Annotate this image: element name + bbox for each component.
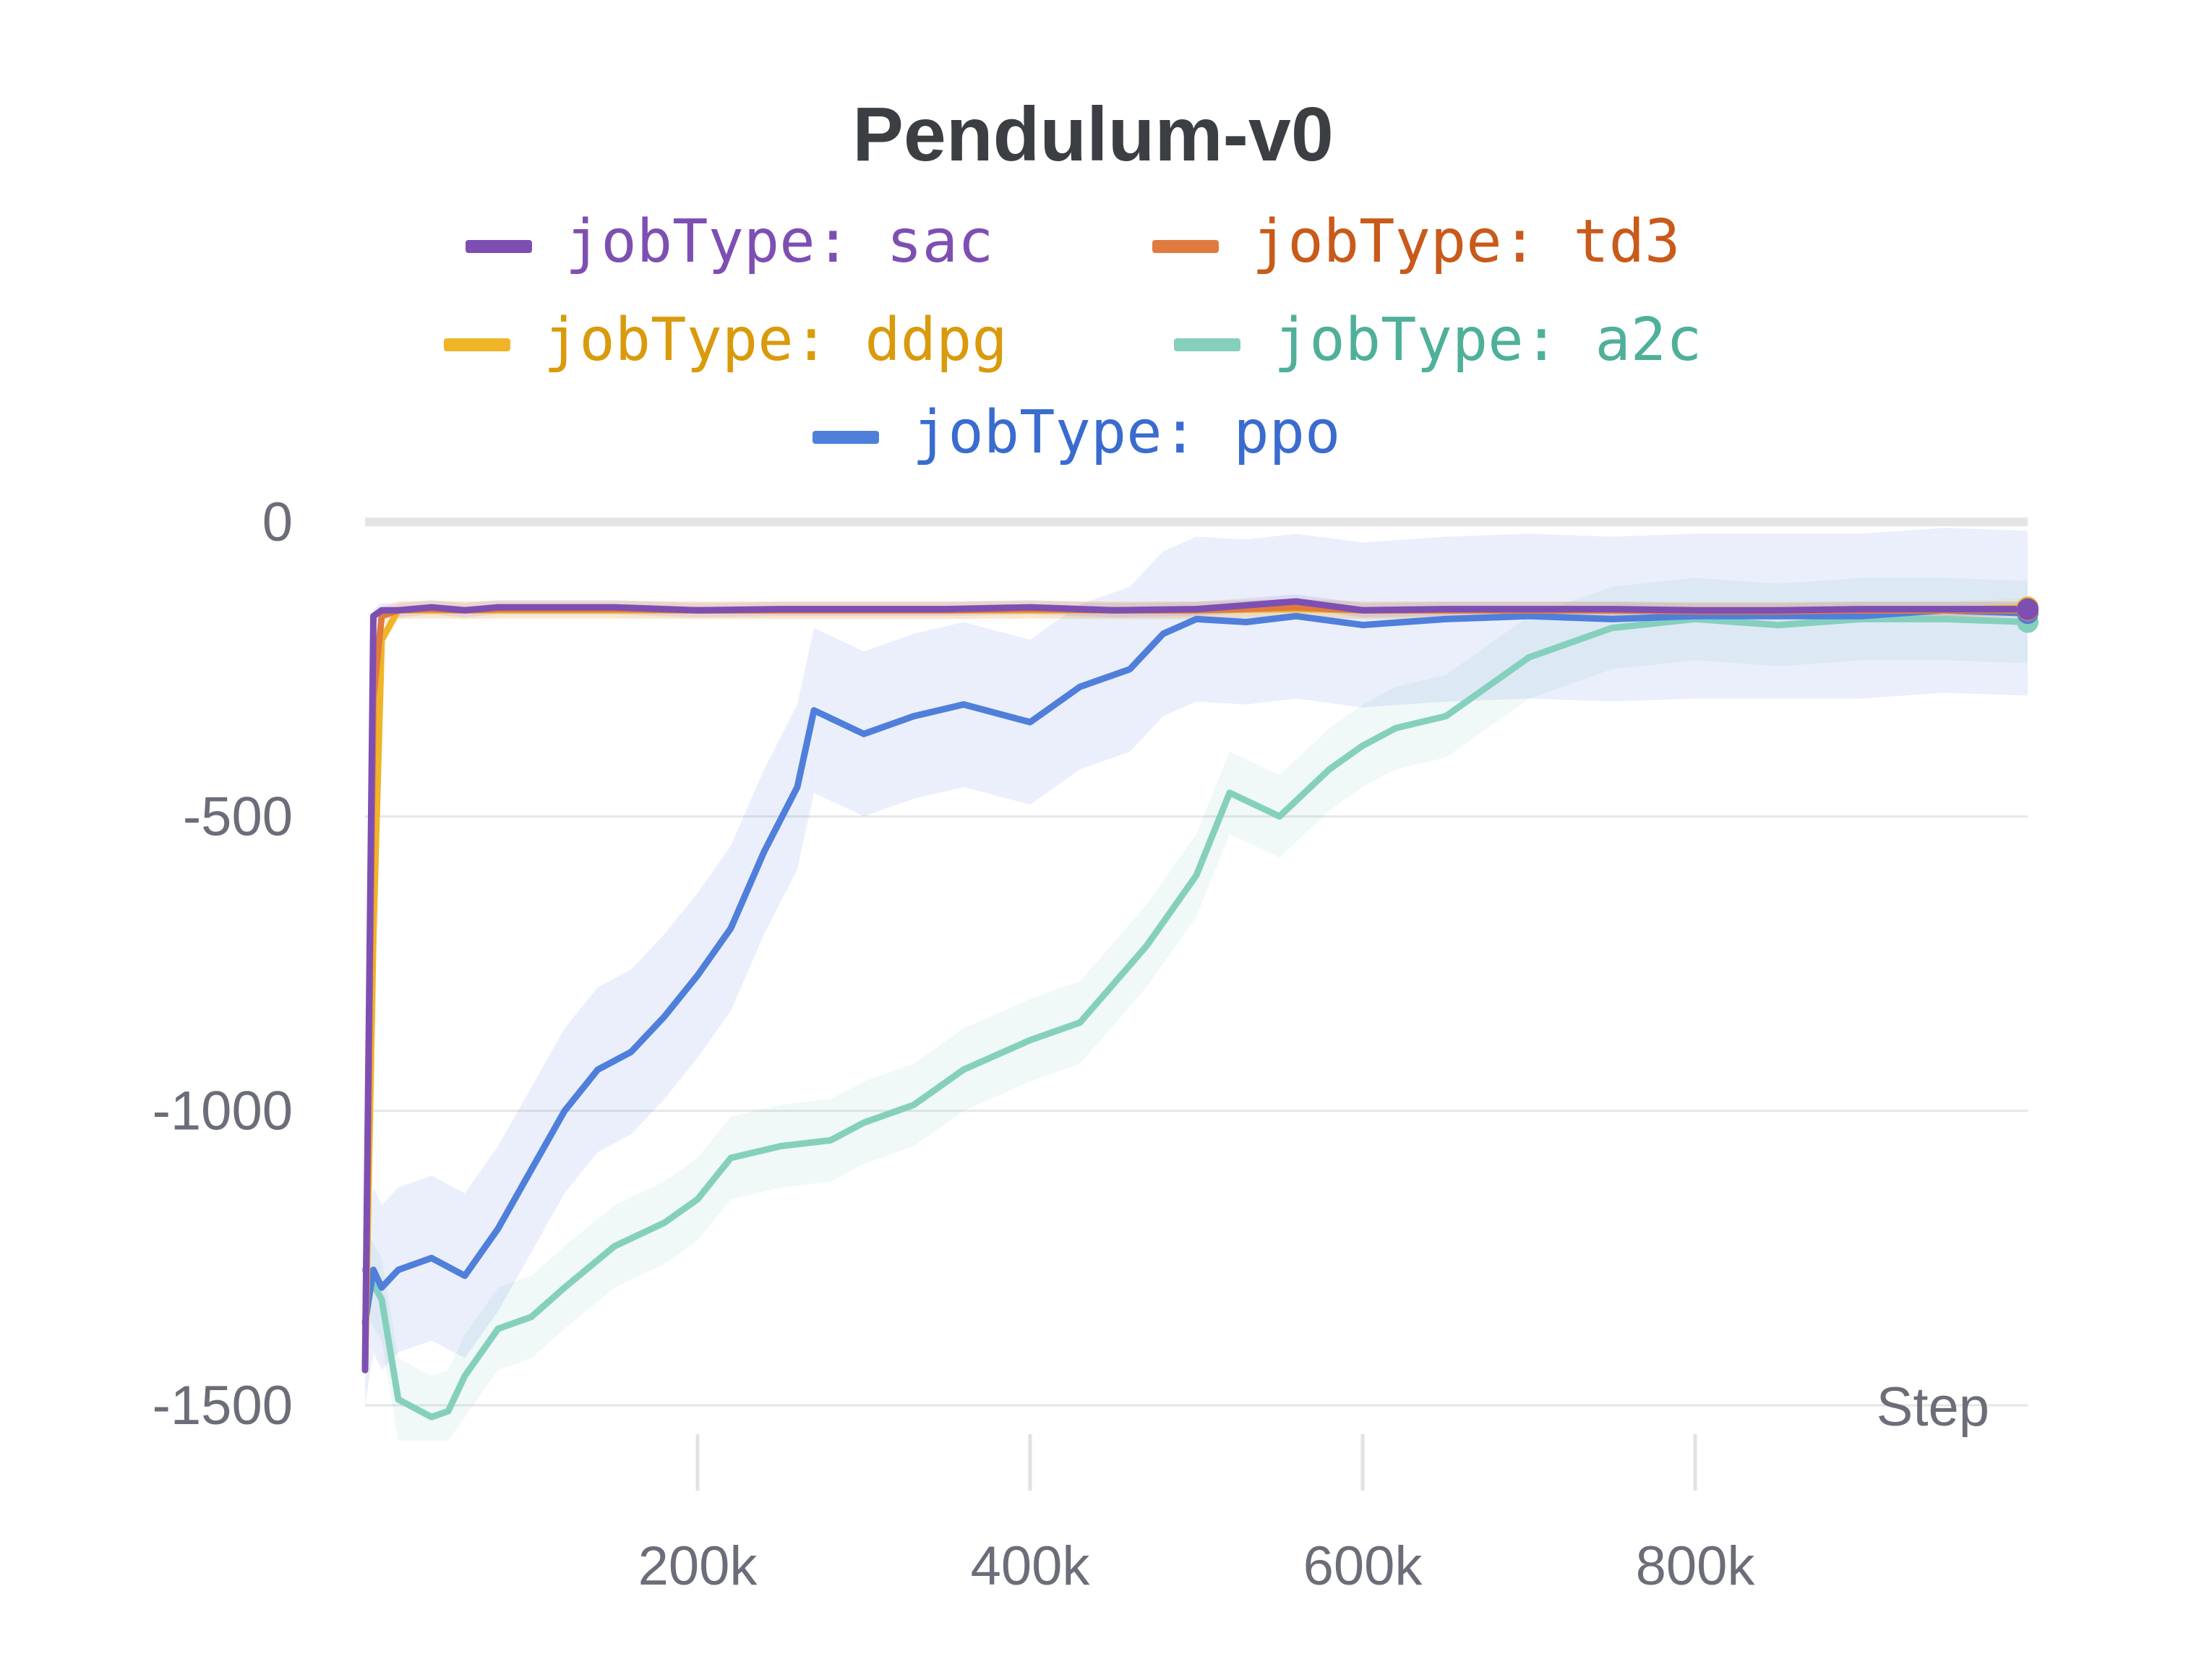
x-tick-label: 600k <box>1303 1535 1423 1597</box>
x-tick-label: 800k <box>1636 1535 1756 1597</box>
y-axis: 0 -500 -1000 -1500 <box>153 492 293 1436</box>
legend-swatch <box>813 431 879 444</box>
legend-label: jobType: sac <box>565 207 993 276</box>
legend-item: jobType: ddpg <box>444 306 1008 374</box>
legend-swatch <box>1152 240 1219 253</box>
y-tick-label: -1000 <box>153 1081 293 1142</box>
legend-swatch <box>1174 338 1240 351</box>
series-line <box>361 615 2031 1420</box>
series-band <box>365 578 2028 1441</box>
x-axis: 200k 400k 600k 800k <box>638 1434 1756 1597</box>
x-tick-label: 200k <box>638 1535 758 1597</box>
x-tick-label: 400k <box>971 1535 1091 1597</box>
y-tick-label: -1500 <box>153 1375 293 1436</box>
x-axis-title: Step <box>1877 1376 1989 1438</box>
y-tick-label: 0 <box>262 492 293 553</box>
legend-label: jobType: ddpg <box>544 306 1008 374</box>
legend-item: jobType: td3 <box>1152 207 1680 276</box>
legend-swatch <box>466 240 532 253</box>
legend-item: jobType: sac <box>466 207 993 276</box>
legend-item: jobType: ppo <box>813 398 1340 467</box>
legend-swatch <box>444 338 510 351</box>
y-tick-label: -500 <box>183 786 293 847</box>
series-end-markers <box>2017 596 2039 633</box>
series-end-dot <box>2017 598 2039 620</box>
grid <box>365 518 2028 1407</box>
series-band <box>365 528 2028 1405</box>
chart-title: Pendulum-v0 <box>852 92 1334 177</box>
series-line <box>361 598 2031 1373</box>
series-lines <box>361 598 2031 1420</box>
legend-label: jobType: td3 <box>1252 207 1680 276</box>
legend-label: jobType: ppo <box>912 398 1340 467</box>
series-line <box>361 607 2031 1327</box>
legend: jobType: sac jobType: td3 jobType: ddpg job… <box>444 207 1702 467</box>
confidence-bands <box>365 528 2028 1441</box>
legend-label: jobType: a2c <box>1274 306 1702 374</box>
legend-item: jobType: a2c <box>1174 306 1702 374</box>
